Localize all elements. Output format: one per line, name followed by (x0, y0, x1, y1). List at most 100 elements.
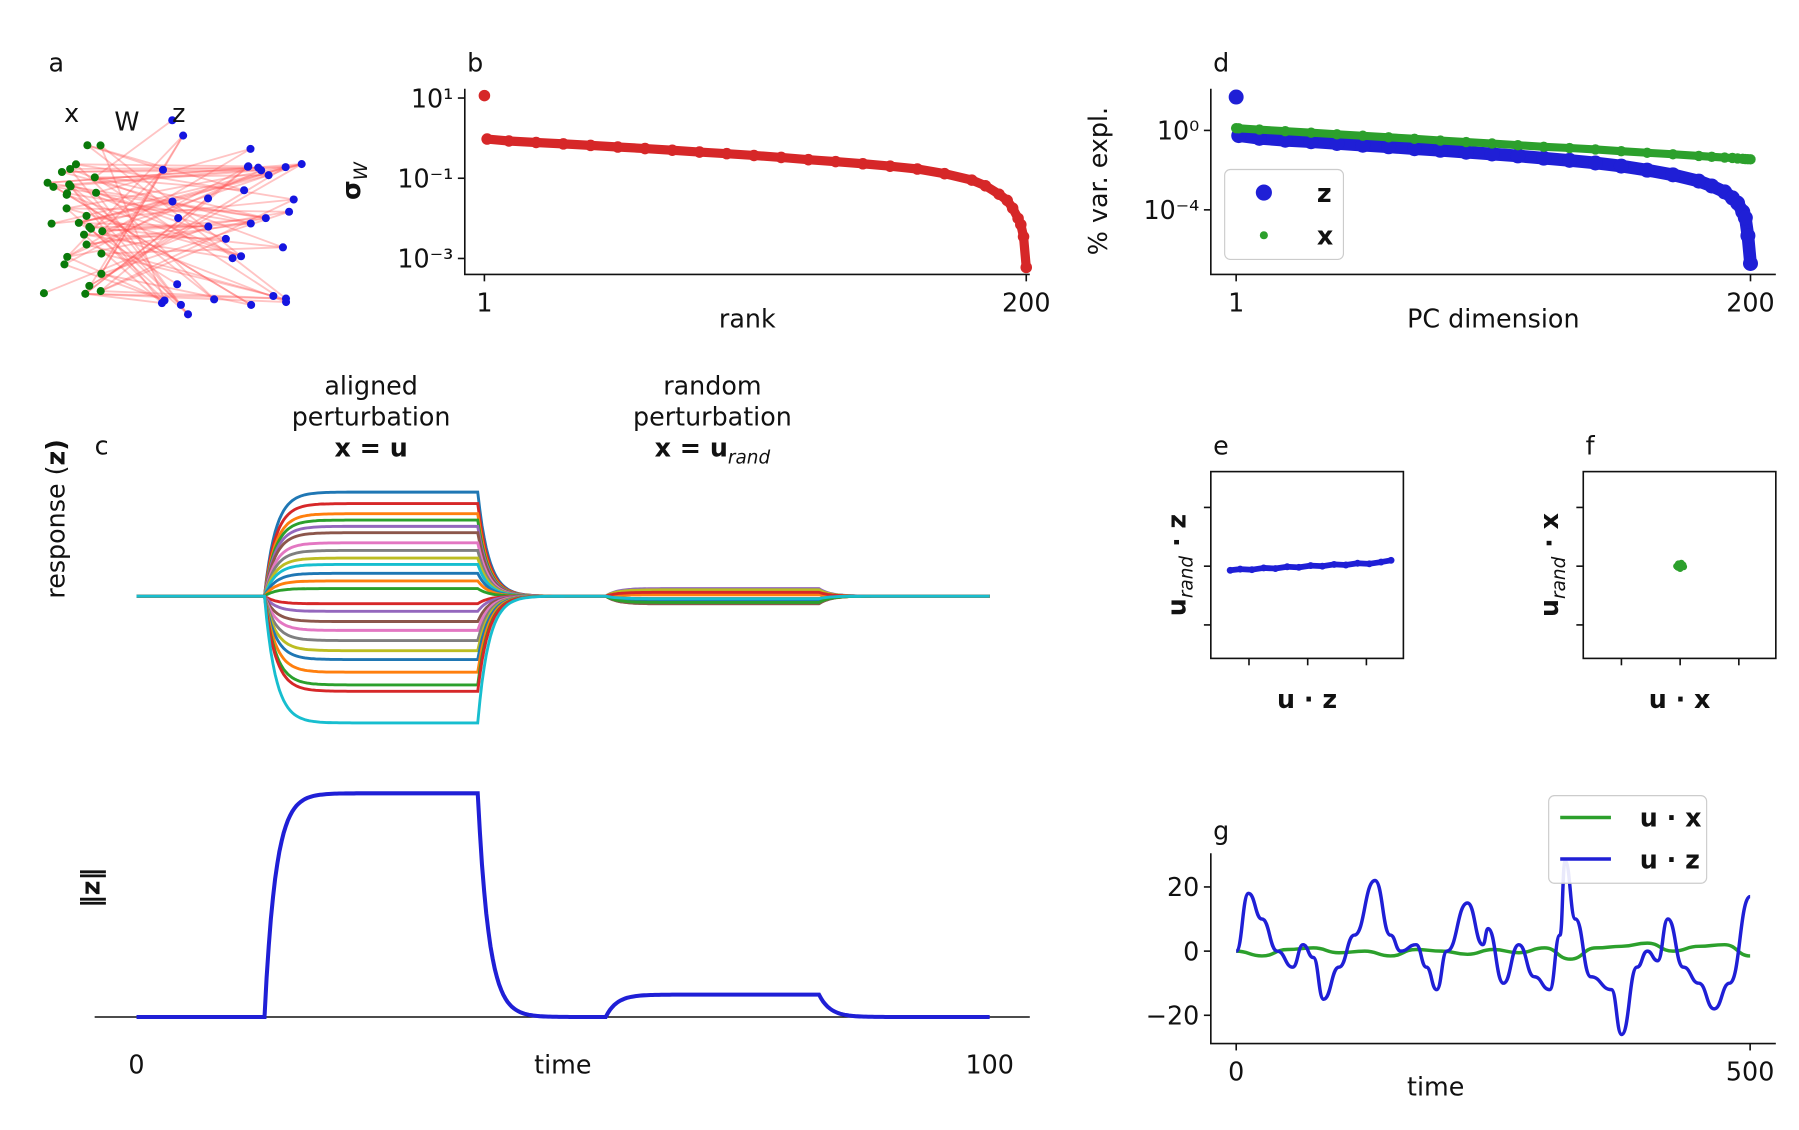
y-axis-label: σW (336, 161, 372, 200)
point (1745, 154, 1756, 165)
point (1536, 150, 1552, 166)
edge (69, 185, 163, 304)
point (1460, 136, 1472, 148)
z-node (173, 280, 182, 289)
edge (94, 176, 245, 192)
edge (75, 163, 249, 168)
edge (90, 228, 166, 302)
x-node (43, 178, 52, 187)
point (1587, 155, 1603, 171)
annotation: perturbation (292, 401, 451, 431)
x-axis-label-part: u · x (1649, 684, 1711, 714)
z-node (221, 234, 230, 243)
z-node (261, 214, 270, 223)
annotation: random (663, 370, 761, 400)
z-node (246, 144, 255, 153)
edge (101, 252, 274, 297)
legend-label: z (1317, 178, 1332, 208)
point (557, 138, 570, 150)
edge (78, 222, 178, 286)
point (1277, 132, 1293, 148)
edge (94, 119, 173, 179)
legend-marker (1259, 231, 1268, 240)
series-line (1234, 859, 1752, 1037)
point (1641, 147, 1653, 158)
z-node (174, 214, 183, 223)
x-tick-label: 0 (128, 1050, 144, 1080)
point (1280, 125, 1291, 137)
edge (86, 243, 274, 297)
point (1484, 146, 1500, 162)
point (775, 151, 787, 164)
point (1271, 565, 1279, 572)
edge (100, 166, 249, 292)
y-tick-label: 10⁰ (1157, 116, 1199, 146)
x-axis-label: rank (719, 303, 776, 333)
edge (84, 135, 184, 295)
edge (101, 210, 290, 275)
point (1260, 564, 1268, 572)
z-node (278, 243, 287, 252)
edge (78, 221, 209, 228)
y-axis-label: % var. expl. (1083, 107, 1113, 255)
x-node (97, 269, 106, 278)
point (693, 146, 706, 158)
panel-label: g (1213, 815, 1229, 845)
z-node (285, 207, 294, 216)
axis-spines (463, 88, 1030, 276)
edge (64, 263, 165, 302)
x-axis-label-part: u · z (1277, 684, 1337, 714)
edge (95, 147, 251, 194)
z-node (228, 254, 237, 263)
z-node (247, 300, 256, 309)
point (478, 89, 491, 102)
node-label: W (114, 106, 139, 136)
x-axis-label: time (1407, 1071, 1464, 1101)
y-axis-label-part: u (1161, 598, 1191, 616)
point (639, 142, 651, 155)
edge (95, 192, 182, 306)
x-node (57, 167, 66, 177)
point (1307, 562, 1315, 570)
edge (75, 163, 294, 201)
x-node (97, 249, 106, 258)
edge (86, 222, 251, 246)
point (1331, 129, 1343, 140)
edge (86, 144, 287, 300)
point (1236, 565, 1244, 573)
edge (84, 197, 209, 295)
z-node (160, 296, 169, 305)
z-node (183, 310, 193, 319)
z-node (244, 162, 253, 171)
edge (53, 185, 266, 220)
point (1228, 89, 1244, 105)
z-node (176, 300, 185, 309)
y-axis-label-part: u (1534, 599, 1564, 617)
point (612, 141, 624, 153)
x-node (90, 173, 99, 182)
edge (100, 169, 164, 275)
z-node (246, 219, 255, 228)
edge (83, 233, 233, 260)
edge (101, 246, 283, 255)
node-label: x (64, 98, 79, 128)
point (1330, 560, 1338, 568)
legend-label: x (1317, 220, 1333, 250)
point (1616, 146, 1627, 157)
point (530, 136, 542, 149)
x-tick-label: 500 (1726, 1056, 1774, 1086)
annotation-formula-part: x = u (334, 433, 407, 463)
y-tick-label: 20 (1167, 872, 1199, 902)
panel-label: d (1213, 47, 1229, 77)
edge (68, 183, 242, 258)
x-node (85, 281, 94, 290)
node-label: z (172, 98, 185, 128)
point (1226, 566, 1234, 574)
annotation-formula-part: x = u (655, 433, 728, 463)
annotation-formula-sub: rand (728, 448, 771, 469)
z-node (297, 160, 306, 169)
point (966, 174, 978, 186)
point (1538, 141, 1549, 152)
y-axis-label-part: · z (1161, 514, 1191, 556)
edge (89, 226, 284, 249)
